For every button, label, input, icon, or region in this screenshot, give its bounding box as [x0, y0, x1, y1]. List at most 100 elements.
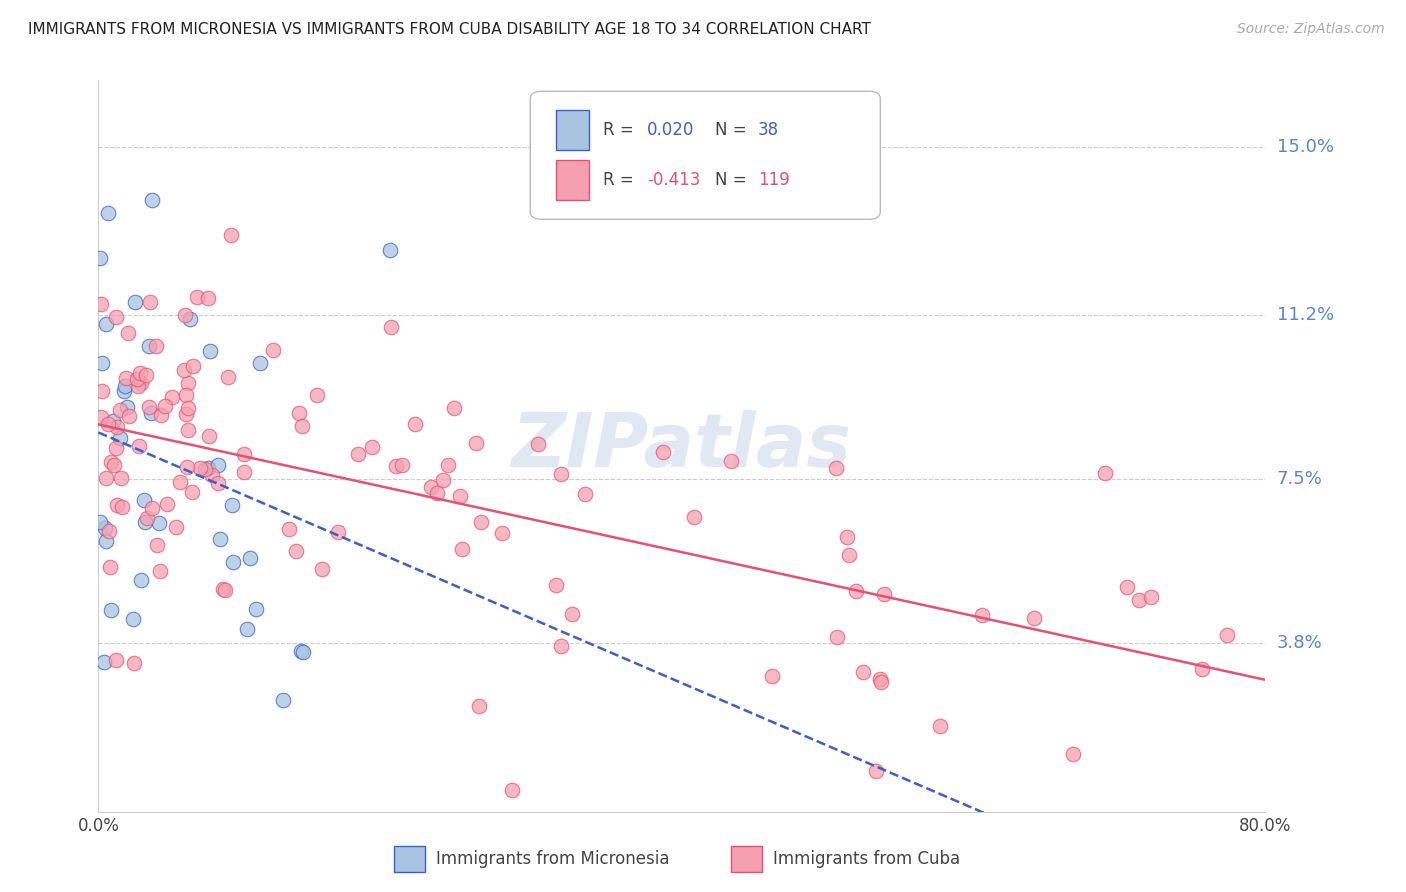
Point	[97, 524, 120, 538]
Point	[129, 376, 152, 391]
Point	[1024, 611, 1046, 625]
Point	[211, 582, 233, 597]
Point	[865, 764, 887, 778]
FancyBboxPatch shape	[555, 160, 589, 201]
Point	[162, 390, 184, 404]
Point	[1062, 747, 1084, 761]
Point	[426, 486, 449, 500]
Point	[94, 471, 117, 485]
Point	[236, 623, 259, 637]
Point	[138, 400, 160, 414]
Point	[249, 356, 271, 370]
Point	[928, 719, 950, 733]
Text: ZIPatlas: ZIPatlas	[512, 409, 852, 483]
Point	[491, 525, 513, 540]
Point	[145, 339, 167, 353]
Point	[207, 458, 229, 473]
Point	[271, 692, 294, 706]
Point	[105, 498, 128, 512]
Point	[464, 435, 486, 450]
Point	[290, 644, 312, 658]
Point	[100, 455, 122, 469]
Text: -0.413: -0.413	[647, 171, 700, 189]
Point	[134, 515, 156, 529]
Point	[115, 400, 138, 414]
Point	[550, 639, 572, 653]
Text: Immigrants from Cuba: Immigrants from Cuba	[773, 850, 960, 868]
Point	[173, 363, 195, 377]
Point	[145, 538, 167, 552]
Point	[111, 500, 134, 515]
Point	[221, 498, 243, 512]
Point	[326, 524, 349, 539]
Point	[468, 698, 491, 713]
Point	[1191, 662, 1213, 676]
Point	[110, 471, 132, 485]
Point	[870, 675, 893, 690]
Point	[90, 296, 112, 310]
Point	[1115, 580, 1137, 594]
Point	[291, 644, 314, 658]
Point	[443, 401, 465, 415]
Point	[385, 458, 408, 473]
Point	[165, 519, 187, 533]
Point	[838, 548, 860, 562]
Point	[232, 447, 254, 461]
Point	[404, 417, 426, 431]
Point	[194, 462, 217, 476]
Point	[869, 672, 891, 686]
Point	[104, 441, 127, 455]
Point	[262, 343, 284, 358]
Point	[135, 368, 157, 382]
Point	[179, 311, 201, 326]
Point	[361, 440, 384, 454]
Point	[239, 551, 262, 566]
Point	[288, 406, 311, 420]
Point	[291, 418, 314, 433]
Point	[108, 403, 131, 417]
Point	[501, 782, 523, 797]
Point	[245, 602, 267, 616]
Point	[100, 603, 122, 617]
Point	[305, 388, 328, 402]
Text: R =: R =	[603, 171, 638, 189]
Point	[129, 366, 152, 380]
Point	[970, 608, 993, 623]
Point	[149, 565, 172, 579]
Text: 0.020: 0.020	[647, 121, 695, 139]
Point	[90, 356, 112, 370]
Point	[451, 542, 474, 557]
Text: 119: 119	[758, 171, 790, 189]
Point	[1140, 590, 1163, 604]
Point	[104, 310, 127, 324]
Point	[311, 562, 333, 576]
Point	[527, 437, 550, 451]
Point	[148, 516, 170, 531]
Text: N =: N =	[714, 171, 751, 189]
Point	[135, 511, 157, 525]
Point	[115, 371, 138, 385]
Point	[201, 468, 224, 483]
Point	[177, 423, 200, 437]
Point	[114, 378, 136, 392]
Point	[122, 612, 145, 626]
Point	[141, 501, 163, 516]
Point	[284, 543, 307, 558]
FancyBboxPatch shape	[530, 91, 880, 219]
Point	[93, 655, 115, 669]
Point	[129, 573, 152, 587]
Point	[134, 492, 156, 507]
Text: R =: R =	[603, 121, 638, 139]
Point	[436, 458, 458, 472]
Point	[1094, 466, 1116, 480]
Text: 7.5%: 7.5%	[1277, 470, 1323, 488]
Point	[176, 459, 198, 474]
Point	[139, 294, 162, 309]
Text: 3.8%: 3.8%	[1277, 634, 1322, 652]
Point	[221, 228, 243, 243]
Point	[208, 532, 231, 546]
Point	[837, 530, 859, 544]
Text: N =: N =	[714, 121, 751, 139]
Point	[174, 407, 197, 421]
Point	[720, 453, 742, 467]
